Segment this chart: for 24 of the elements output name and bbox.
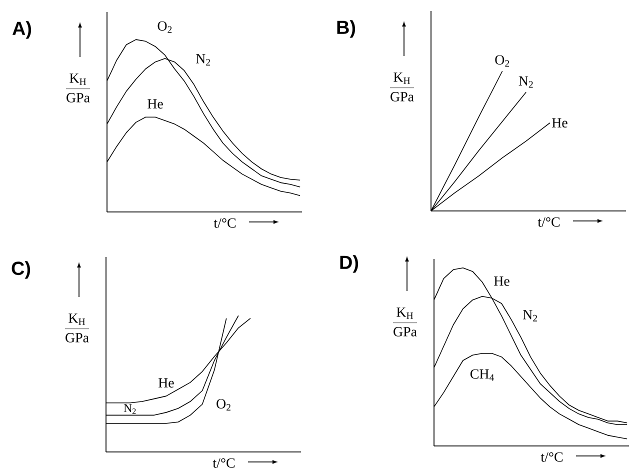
series-label: He <box>494 276 510 286</box>
series-label: N$_{2}$ <box>518 76 533 88</box>
x-axis-title: t/°C <box>212 458 235 468</box>
series-label: O$_{2}$ <box>216 399 230 411</box>
series-label: CH$_{4}$ <box>470 369 494 381</box>
y-axis-title: $\frac{\mathrm{K_H}}{\mathrm{GPa}}$ <box>66 74 90 102</box>
y-axis-title: $\frac{\mathrm{K_H}}{\mathrm{GPa}}$ <box>392 308 418 336</box>
chart-title: C) <box>12 261 30 279</box>
y-axis-title: $\frac{\mathrm{K_H}}{\mathrm{GPa}}$ <box>390 72 414 102</box>
chart-title: A) <box>12 21 32 39</box>
x-axis-title: t/°C <box>540 452 563 462</box>
chart-title: D) <box>340 255 358 273</box>
series-label: He <box>148 99 163 109</box>
chart-title: B) <box>337 20 356 38</box>
series-label: N$_{2}$ <box>124 404 136 414</box>
series-label: N$_{2}$ <box>522 310 537 322</box>
x-axis-title: t/°C <box>538 217 560 227</box>
series-label: O$_{2}$ <box>158 21 172 33</box>
series-label: He <box>158 378 174 388</box>
series-label: He <box>552 118 568 128</box>
series-label: O$_{2}$ <box>495 55 510 67</box>
x-axis-title: t/°C <box>214 218 236 228</box>
series-label: N$_{2}$ <box>196 54 210 66</box>
y-axis-title: $\frac{\mathrm{K_H}}{\mathrm{GPa}}$ <box>64 314 90 342</box>
